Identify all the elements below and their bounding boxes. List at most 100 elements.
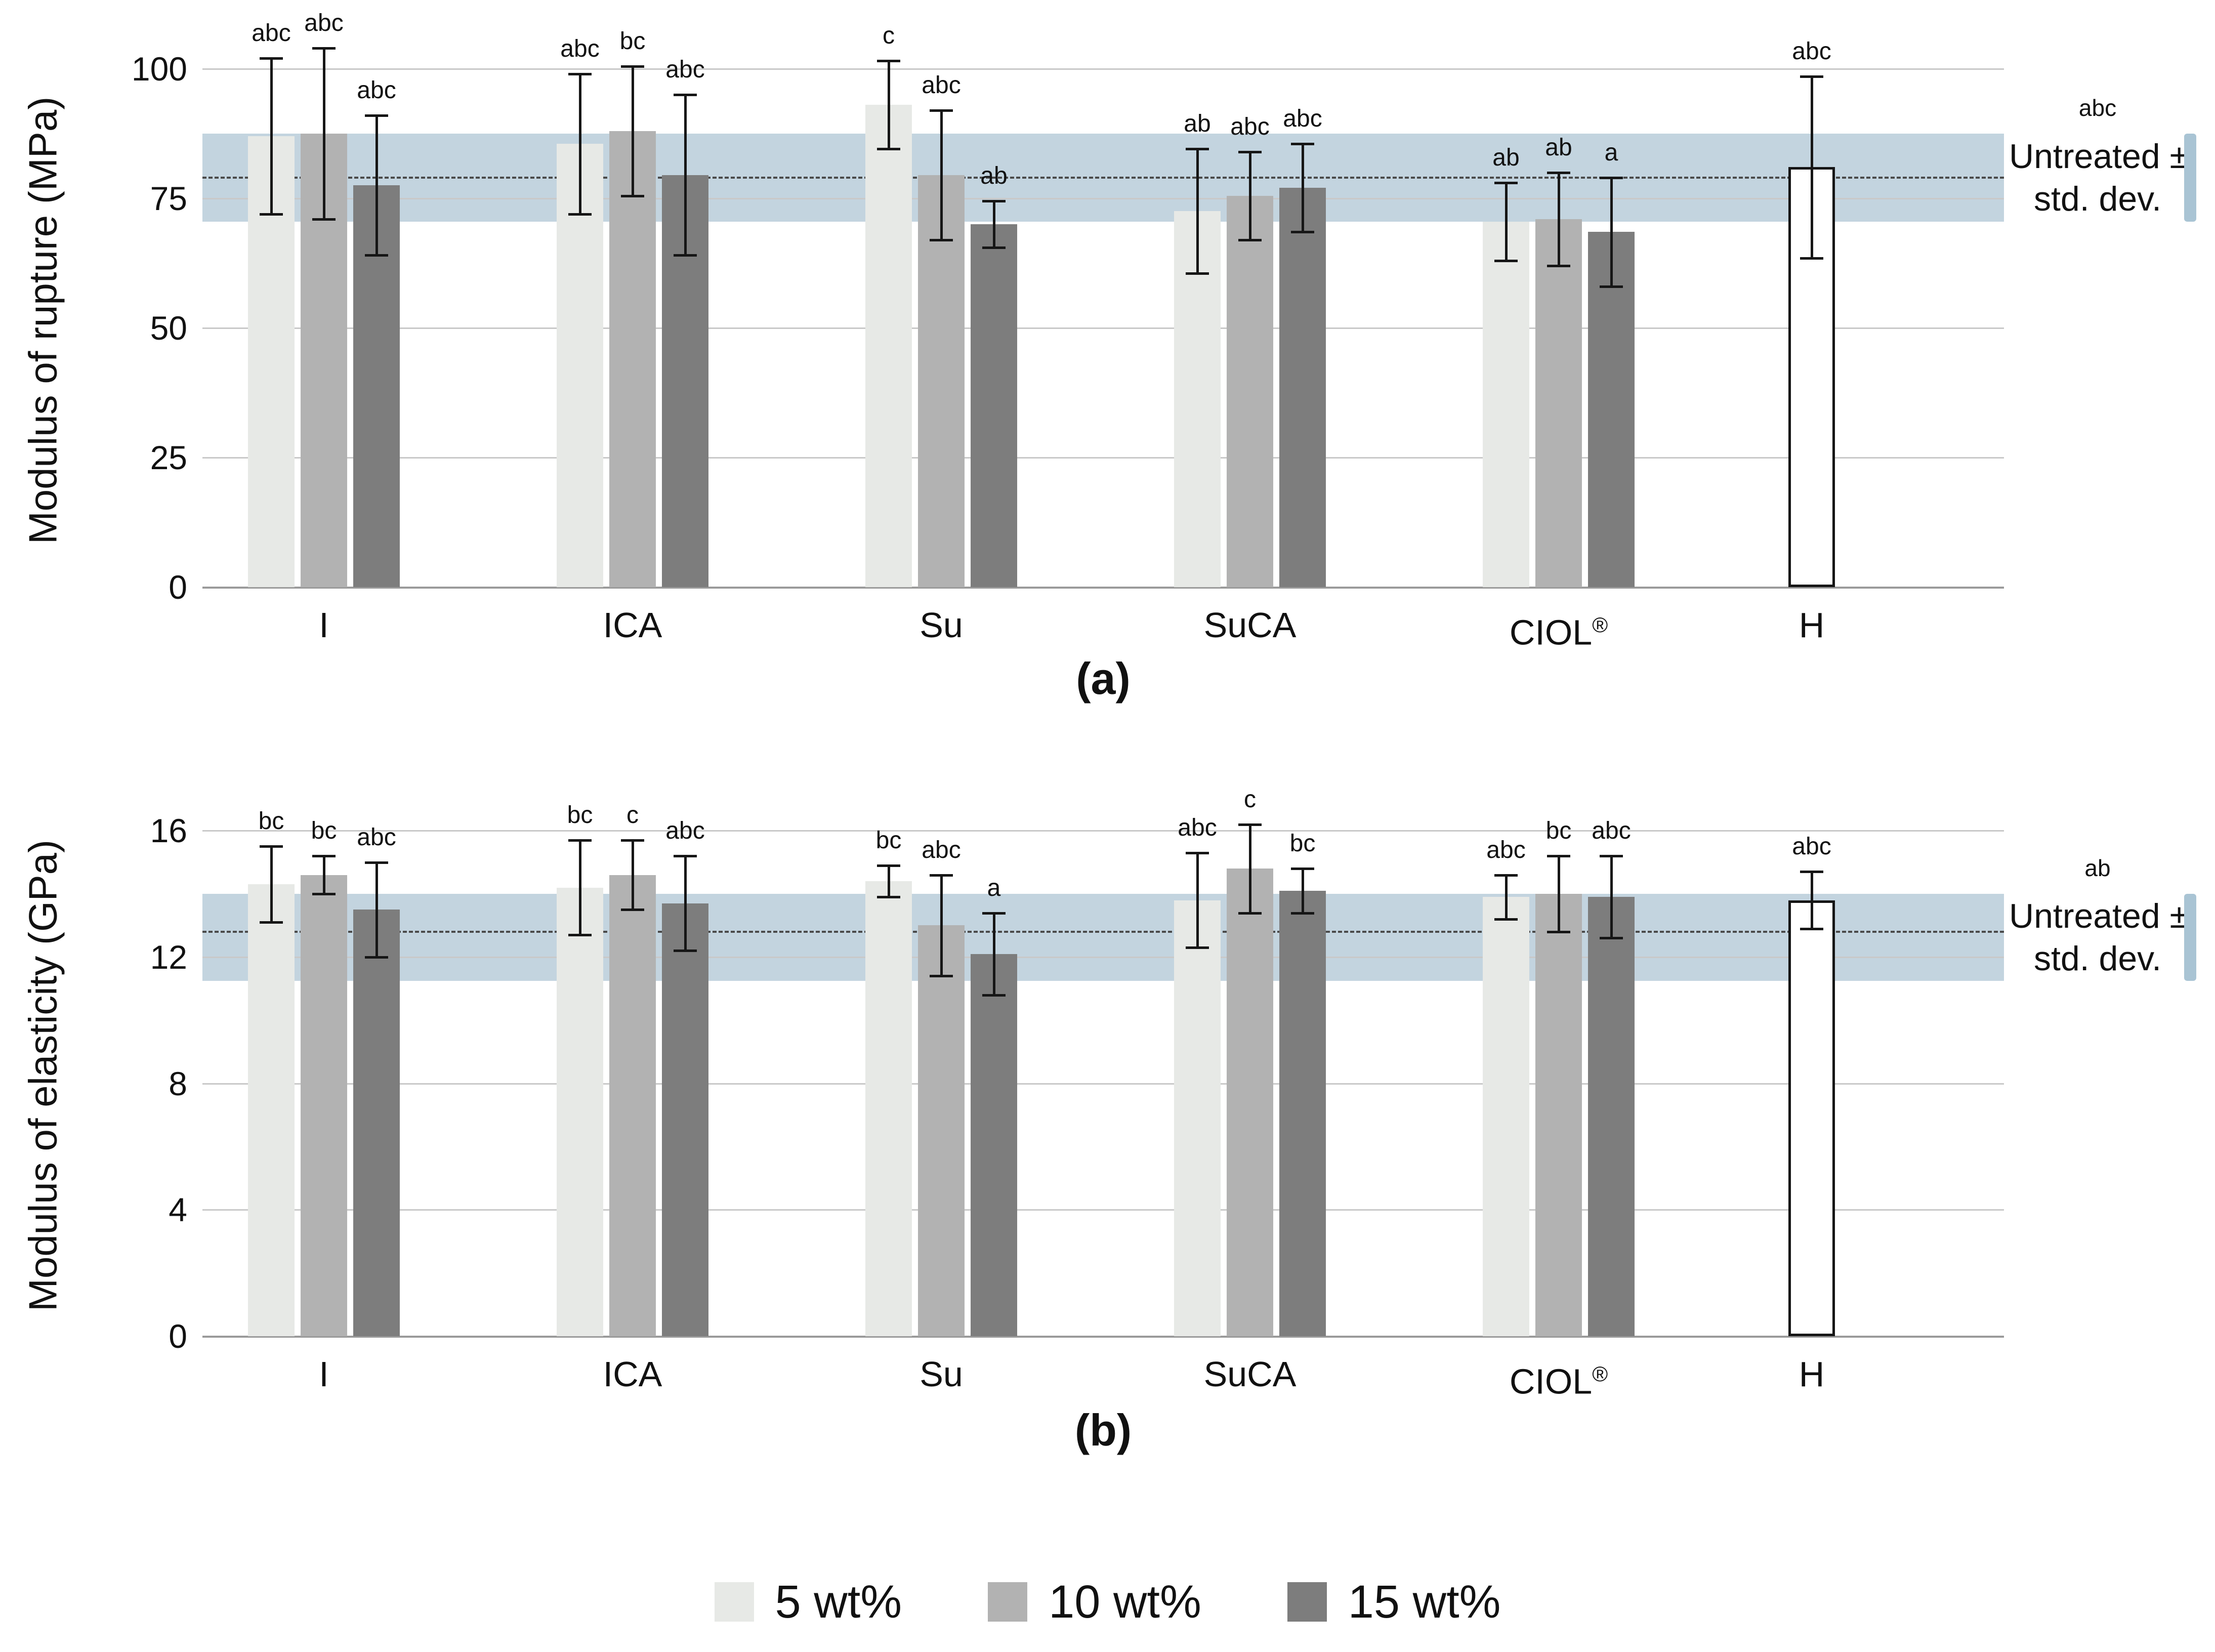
- significance-letter: abc: [665, 817, 705, 845]
- error-bar-top-cap: [621, 839, 644, 842]
- error-bar-bottom-cap: [1494, 918, 1518, 921]
- category-label: Su: [920, 605, 963, 645]
- bar: [1174, 900, 1221, 1336]
- error-bar-top-cap: [674, 93, 697, 96]
- error-bar-top-cap: [1800, 75, 1823, 78]
- error-bar-top-cap: [312, 47, 336, 50]
- significance-letter: a: [987, 874, 1001, 901]
- x-axis-baseline: [202, 587, 2004, 589]
- error-bar-bottom-cap: [1800, 257, 1823, 260]
- error-bar-bottom-cap: [1800, 927, 1823, 930]
- error-bar: [1196, 149, 1199, 274]
- error-bar-top-cap: [1291, 143, 1314, 146]
- gridline: [202, 956, 2004, 958]
- y-tick-label: 0: [169, 1317, 187, 1355]
- significance-letter: bc: [311, 817, 337, 845]
- error-bar-top-cap: [1291, 868, 1314, 871]
- category-label: H: [1799, 1354, 1825, 1394]
- panel-label: (a): [1076, 653, 1131, 704]
- significance-letter: abc: [252, 20, 291, 47]
- bar: [609, 131, 656, 587]
- error-bar-bottom-cap: [1494, 259, 1518, 262]
- error-bar-top-cap: [1186, 851, 1209, 854]
- error-bar-top-cap: [930, 109, 953, 112]
- untreated-sample-bar: [1788, 900, 1835, 1336]
- error-bar-bottom-cap: [1291, 912, 1314, 915]
- untreated-band-side-tick: [2184, 133, 2196, 222]
- panel-a: 0 25 50 75 100 Modulus of rupture (MPa) abc abc…: [0, 0, 2215, 739]
- bar: [1588, 232, 1635, 587]
- category-label: SuCA: [1203, 1354, 1297, 1394]
- error-bar-top-cap: [1547, 171, 1570, 174]
- significance-letter: ab: [1492, 144, 1520, 172]
- error-bar: [887, 61, 890, 149]
- error-bar-top-cap: [365, 861, 388, 864]
- error-bar-bottom-cap: [1291, 231, 1314, 234]
- significance-letter: bc: [1545, 817, 1572, 845]
- error-bar-top-cap: [1238, 823, 1262, 826]
- bar: [1588, 897, 1635, 1336]
- category-label: CIOL®: [1509, 1361, 1608, 1401]
- legend-label-15wt: 15 wt%: [1348, 1576, 1501, 1628]
- error-bar-bottom-cap: [312, 893, 336, 896]
- significance-letter: bc: [258, 808, 284, 835]
- error-bar-top-cap: [365, 114, 388, 117]
- category-label: Su: [920, 1354, 963, 1394]
- error-bar: [1248, 824, 1251, 913]
- untreated-band: [202, 894, 2004, 981]
- error-bar-top-cap: [982, 912, 1006, 915]
- bar: [865, 881, 912, 1336]
- bar: [1535, 894, 1582, 1336]
- error-bar: [322, 856, 325, 894]
- error-bar: [940, 875, 943, 976]
- error-bar-bottom-cap: [1547, 264, 1570, 267]
- untreated-sample-bar: [1788, 167, 1835, 587]
- bar: [301, 875, 347, 1336]
- error-bar-top-cap: [877, 864, 900, 867]
- legend-label-5wt: 5 wt%: [775, 1576, 902, 1628]
- error-bar-top-cap: [260, 57, 283, 60]
- error-bar-top-cap: [1494, 874, 1518, 877]
- category-label: I: [319, 1354, 329, 1394]
- gridline: [202, 327, 2004, 329]
- error-bar-bottom-cap: [1186, 946, 1209, 949]
- gridline: [202, 1209, 2004, 1211]
- error-bar: [992, 200, 995, 248]
- significance-letter: abc: [1592, 817, 1631, 845]
- error-bar: [1610, 856, 1613, 938]
- error-bar: [1557, 856, 1560, 932]
- legend-swatch-15wt-icon: [1287, 1582, 1327, 1622]
- error-bar: [1810, 76, 1813, 258]
- error-bar: [1301, 144, 1304, 232]
- significance-letter: abc: [922, 836, 961, 863]
- y-tick-label: 50: [150, 309, 187, 347]
- error-bar-bottom-cap: [1238, 912, 1262, 915]
- error-bar-top-cap: [621, 65, 644, 68]
- error-bar: [684, 856, 687, 951]
- error-bar-bottom-cap: [982, 994, 1006, 997]
- legend-swatch-10wt-icon: [988, 1582, 1028, 1622]
- untreated-note-line2: std. dev.: [2034, 939, 2161, 978]
- error-bar: [1810, 872, 1813, 929]
- significance-letter: abc: [1283, 105, 1322, 133]
- significance-letter: abc: [1178, 814, 1217, 841]
- y-tick-label: 25: [150, 438, 187, 476]
- untreated-side-letter: abc: [2078, 94, 2117, 121]
- error-bar-bottom-cap: [365, 956, 388, 959]
- bar: [918, 925, 965, 1336]
- error-bar-bottom-cap: [674, 254, 697, 257]
- legend-item-5wt: 5 wt%: [714, 1576, 902, 1629]
- gridline: [202, 830, 2004, 832]
- gridline: [202, 197, 2004, 199]
- bar: [557, 887, 603, 1336]
- significance-letter: c: [883, 22, 895, 50]
- legend-item-15wt: 15 wt%: [1287, 1576, 1501, 1629]
- bar: [1227, 869, 1273, 1336]
- y-axis-label: Modulus of elasticity (GPa): [20, 839, 65, 1312]
- significance-letter: ab: [1545, 134, 1572, 161]
- error-bar-top-cap: [1600, 855, 1623, 858]
- error-bar: [1557, 172, 1560, 266]
- error-bar: [1248, 151, 1251, 240]
- error-bar-bottom-cap: [1238, 238, 1262, 241]
